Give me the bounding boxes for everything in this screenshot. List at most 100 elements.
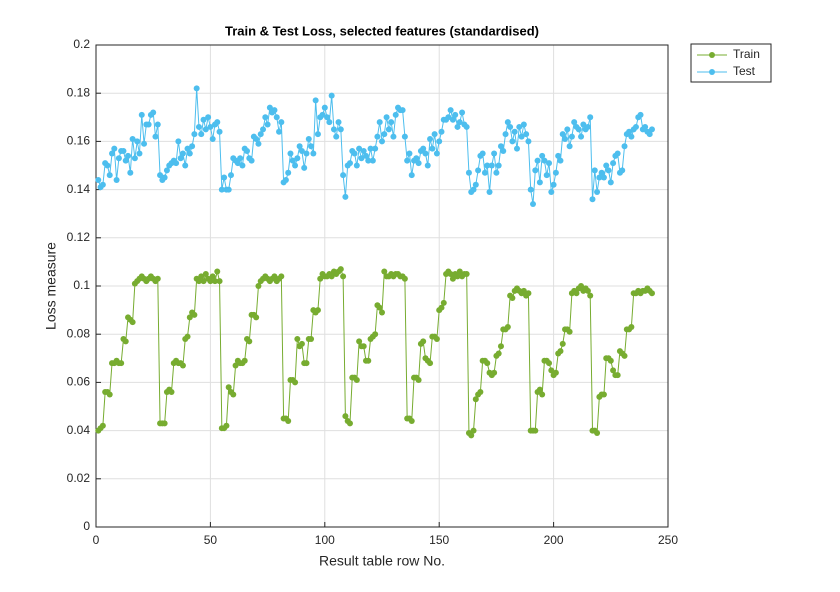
marker: [337, 266, 344, 273]
marker: [360, 343, 367, 350]
marker: [536, 179, 543, 186]
marker: [379, 309, 385, 316]
marker: [141, 140, 148, 147]
marker: [497, 343, 504, 350]
marker: [607, 357, 614, 364]
marker: [436, 138, 443, 145]
marker: [557, 348, 564, 355]
marker: [255, 283, 262, 289]
marker: [628, 323, 635, 330]
y-axis-label: Loss measure: [43, 242, 59, 330]
marker: [230, 391, 237, 398]
y-tick-label: 0.14: [67, 182, 91, 196]
marker: [324, 114, 331, 121]
marker: [401, 133, 408, 140]
marker: [104, 162, 111, 169]
legend-label: Train: [733, 47, 760, 61]
marker: [465, 169, 472, 176]
marker: [594, 430, 601, 437]
marker: [276, 128, 283, 135]
marker: [198, 273, 205, 280]
marker: [294, 155, 301, 162]
marker: [539, 152, 546, 159]
marker: [122, 338, 129, 345]
marker: [381, 268, 388, 275]
marker: [328, 92, 335, 99]
marker: [369, 157, 376, 164]
marker: [209, 273, 216, 280]
marker: [527, 186, 534, 193]
marker: [244, 148, 251, 155]
marker: [186, 314, 193, 321]
marker: [449, 116, 456, 123]
marker: [310, 150, 317, 157]
marker: [282, 176, 289, 183]
marker: [600, 391, 607, 398]
marker: [340, 273, 347, 280]
marker: [99, 181, 106, 188]
marker: [330, 126, 337, 133]
marker: [360, 148, 367, 155]
chart-title: Train & Test Loss, selected features (st…: [225, 23, 539, 38]
marker: [131, 155, 138, 162]
marker: [459, 109, 466, 116]
marker: [118, 360, 125, 367]
marker: [452, 111, 459, 118]
y-tick-label: 0.2: [73, 37, 90, 51]
marker: [372, 145, 379, 152]
marker: [214, 268, 221, 275]
marker: [532, 167, 539, 174]
marker: [648, 126, 655, 133]
marker: [127, 169, 134, 176]
marker: [493, 169, 500, 176]
marker: [296, 143, 303, 150]
marker: [532, 427, 539, 434]
marker: [562, 135, 569, 142]
x-tick-label: 50: [204, 533, 218, 547]
marker: [420, 338, 427, 345]
marker: [111, 145, 118, 152]
marker: [523, 131, 530, 138]
marker: [413, 155, 420, 162]
marker: [333, 133, 340, 140]
marker: [472, 396, 479, 403]
marker: [381, 131, 388, 138]
marker: [186, 150, 193, 157]
marker: [573, 290, 580, 297]
marker: [525, 138, 532, 145]
marker: [543, 172, 550, 179]
marker: [433, 336, 440, 343]
marker: [200, 116, 207, 123]
marker: [610, 367, 617, 374]
marker: [420, 145, 427, 152]
marker: [115, 155, 122, 162]
marker: [246, 338, 253, 345]
marker: [209, 135, 216, 142]
marker: [495, 162, 502, 169]
marker: [525, 290, 532, 297]
marker: [621, 352, 628, 359]
marker: [456, 268, 463, 275]
marker: [298, 340, 305, 347]
marker: [335, 119, 342, 126]
marker: [255, 140, 262, 147]
marker: [271, 273, 278, 280]
marker: [477, 389, 484, 396]
marker: [202, 126, 209, 133]
marker: [154, 275, 161, 282]
marker: [546, 160, 553, 167]
marker: [566, 143, 573, 150]
marker: [559, 131, 566, 138]
marker: [648, 290, 655, 297]
marker: [346, 420, 353, 427]
marker: [257, 131, 264, 138]
marker: [632, 123, 639, 130]
marker: [438, 128, 445, 135]
marker: [216, 128, 223, 135]
marker: [358, 155, 365, 162]
marker: [626, 128, 633, 135]
marker: [175, 138, 182, 145]
x-tick-label: 150: [429, 533, 449, 547]
marker: [294, 336, 301, 343]
x-tick-label: 250: [658, 533, 678, 547]
